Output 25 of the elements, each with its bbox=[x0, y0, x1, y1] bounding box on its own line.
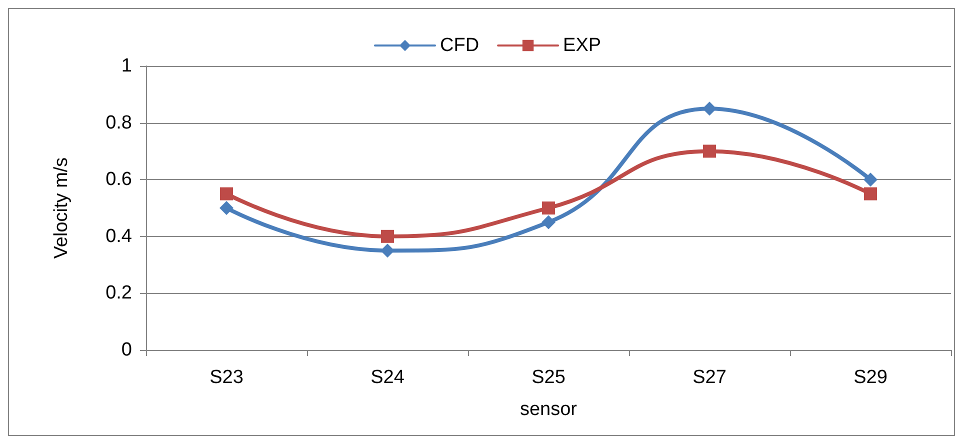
x-tick-label: S23 bbox=[210, 367, 244, 388]
point bbox=[220, 187, 233, 200]
y-tick-label: 0.4 bbox=[106, 226, 132, 247]
x-tick-label: S24 bbox=[370, 367, 405, 388]
y-tick-label: 0.2 bbox=[106, 282, 132, 304]
x-axis-title: sensor bbox=[520, 399, 578, 420]
y-axis-title: Velocity m/s bbox=[51, 157, 72, 259]
point bbox=[380, 244, 394, 258]
point bbox=[864, 172, 878, 187]
y-tick-label: 1 bbox=[121, 56, 132, 76]
point bbox=[703, 144, 716, 158]
y-tick-label: 0 bbox=[121, 340, 132, 360]
legend-label: CFD bbox=[440, 35, 480, 56]
point bbox=[381, 230, 394, 243]
legend-label: EXP bbox=[563, 35, 602, 56]
point bbox=[864, 187, 877, 200]
point bbox=[542, 215, 556, 230]
y-tick-label: 0.8 bbox=[106, 112, 132, 134]
x-tick-label: S25 bbox=[532, 367, 566, 388]
y-tick-label: 0.6 bbox=[106, 169, 132, 190]
point bbox=[220, 201, 234, 215]
point bbox=[542, 202, 555, 214]
x-tick-label: S27 bbox=[692, 367, 726, 388]
x-tick-label: S29 bbox=[854, 367, 888, 388]
point bbox=[702, 102, 716, 116]
